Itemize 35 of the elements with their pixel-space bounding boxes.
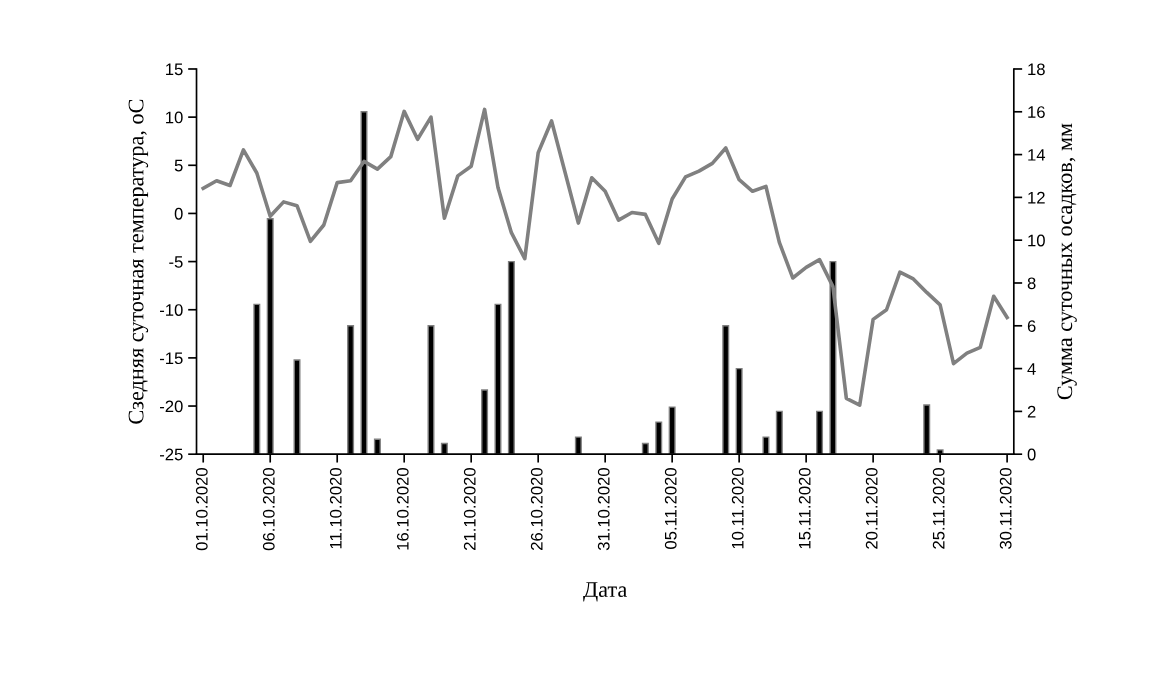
y2-tick-label: 10 bbox=[1028, 234, 1045, 247]
y-tick-label: -5 bbox=[169, 256, 183, 268]
x-tick-label: 20.11.2020 bbox=[865, 468, 878, 549]
x-axis-title: Дата bbox=[583, 582, 628, 602]
y-tick-label: 5 bbox=[174, 159, 183, 172]
y2-tick-label: 12 bbox=[1028, 191, 1045, 204]
y-tick-label: 0 bbox=[174, 207, 183, 220]
y-tick-label: -20 bbox=[159, 400, 183, 413]
x-tick-label: 31.10.2020 bbox=[597, 468, 610, 551]
y-tick-label: -10 bbox=[159, 304, 183, 316]
x-tick-label: 15.11.2020 bbox=[798, 468, 811, 549]
y-tick-label: -25 bbox=[159, 448, 183, 461]
y2-tick-label: 16 bbox=[1028, 106, 1045, 118]
y2-tick-label: 6 bbox=[1027, 320, 1036, 332]
x-tick-label: 16.10.2020 bbox=[396, 468, 409, 550]
y2-axis-title: Сумма суточных осадков, мм bbox=[1057, 123, 1077, 400]
x-tick-label: 21.10.2020 bbox=[463, 468, 476, 550]
x-tick-label: 01.10.2020 bbox=[195, 468, 208, 551]
y2-tick-label: 8 bbox=[1027, 277, 1036, 290]
x-tick-label: 30.11.2020 bbox=[999, 468, 1012, 549]
y2-tick-label: 14 bbox=[1028, 149, 1046, 161]
y-tick-label: -15 bbox=[159, 352, 183, 365]
x-tick-label: 11.10.2020 bbox=[329, 468, 342, 549]
y-tick-label: 10 bbox=[166, 111, 183, 124]
y2-tick-label: 2 bbox=[1027, 405, 1036, 418]
x-tick-label: 05.11.2020 bbox=[664, 468, 677, 549]
x-tick-label: 10.11.2020 bbox=[731, 468, 744, 549]
x-tick-label: 06.10.2020 bbox=[262, 468, 275, 551]
y-tick-label: 15 bbox=[166, 63, 183, 76]
x-tick-label: 26.10.2020 bbox=[530, 468, 543, 550]
y-axis-title: Сзедняя суточная температура, оС bbox=[128, 99, 149, 424]
y2-tick-label: 0 bbox=[1027, 448, 1036, 461]
y2-tick-label: 18 bbox=[1028, 63, 1045, 76]
x-tick-label: 25.11.2020 bbox=[932, 468, 945, 549]
y2-tick-label: 4 bbox=[1027, 363, 1036, 375]
